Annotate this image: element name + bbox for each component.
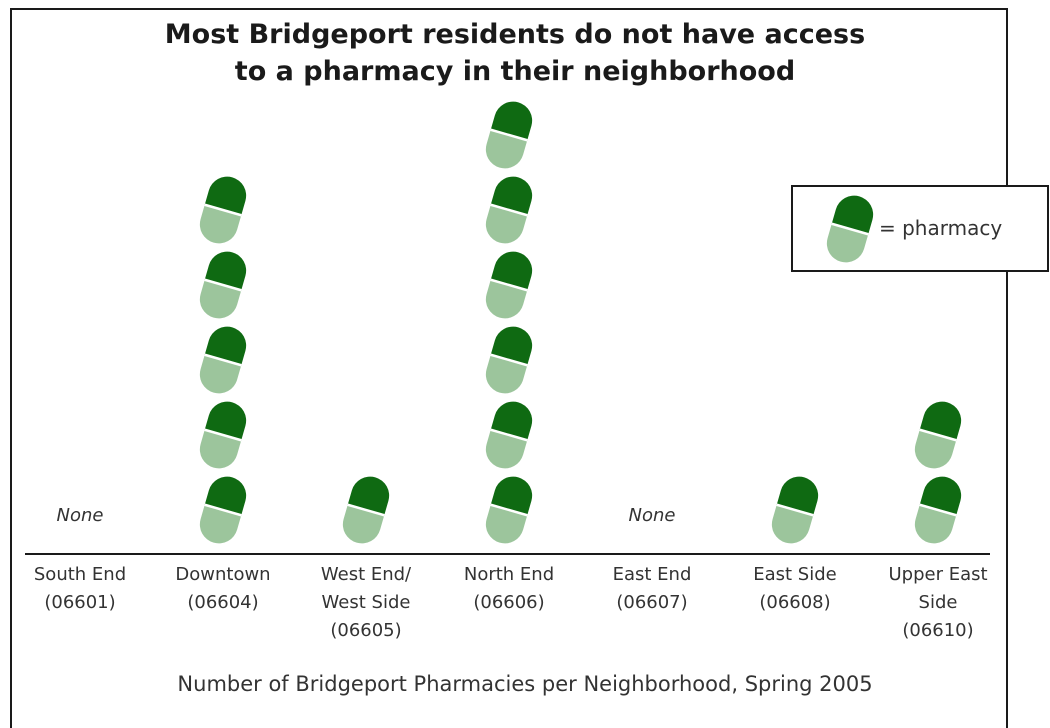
pharmacy-pill-icon [480, 99, 538, 171]
pharmacy-pill-icon [194, 474, 252, 546]
chart-title-line-1: Most Bridgeport residents do not have ac… [164, 19, 866, 50]
legend: = pharmacy [791, 185, 1049, 272]
pharmacy-pill-icon [480, 474, 538, 546]
x-axis-title: Number of Bridgeport Pharmacies per Neig… [177, 672, 873, 696]
category-label: East Side (06608) [753, 564, 837, 613]
pharmacy-pill-icon [766, 474, 824, 546]
category-label: Upper East Side (06610) [888, 564, 988, 641]
pill-marks [194, 99, 967, 546]
category-label: Downtown (06604) [175, 564, 271, 613]
pharmacy-pill-icon [194, 399, 252, 471]
none-label: None [628, 505, 676, 526]
chart-frame [10, 8, 1008, 728]
category-label: West End/ West Side (06605) [320, 564, 412, 641]
pharmacy-pill-icon [909, 474, 967, 546]
pharmacy-pill-icon [480, 324, 538, 396]
category-label: South End (06601) [33, 564, 127, 613]
pharmacy-pill-icon [194, 324, 252, 396]
pharmacy-pill-icon [909, 399, 967, 471]
pharmacy-pill-icon [337, 474, 395, 546]
pharmacy-pill-icon [480, 249, 538, 321]
legend-pill-icon [821, 193, 879, 265]
chart-title-line-2: to a pharmacy in their neighborhood [234, 56, 796, 87]
none-label: None [56, 505, 104, 526]
pharmacy-pill-icon [194, 174, 252, 246]
category-label: North End (06606) [463, 564, 555, 613]
pharmacy-pill-icon [480, 399, 538, 471]
legend-label: = pharmacy [879, 216, 1003, 240]
pharmacy-pill-icon [194, 249, 252, 321]
category-label: East End (06607) [612, 564, 692, 613]
pharmacy-pill-icon [480, 174, 538, 246]
chart-title: Most Bridgeport residents do not have ac… [100, 16, 930, 90]
pictograph-plot [25, 99, 990, 555]
